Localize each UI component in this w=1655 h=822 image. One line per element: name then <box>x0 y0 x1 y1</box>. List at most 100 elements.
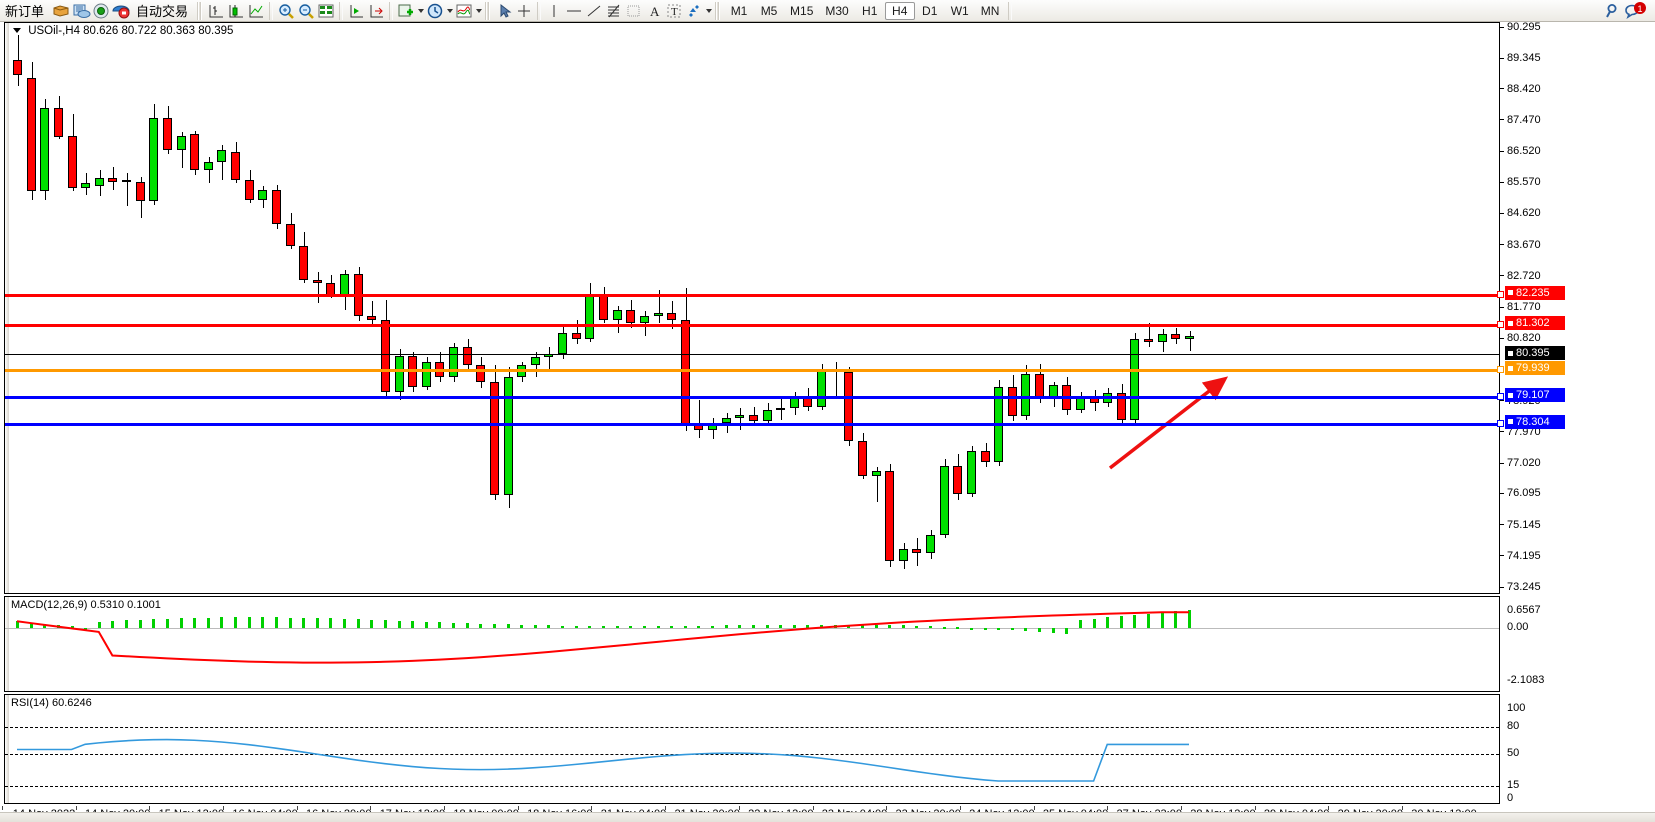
autotrading-icon[interactable] <box>111 2 131 20</box>
timeframe-m5[interactable]: M5 <box>760 3 778 18</box>
timeframe-h4[interactable]: H4 <box>884 1 915 20</box>
macd-histogram-bar <box>43 623 47 628</box>
navigator-icon[interactable] <box>91 2 111 20</box>
level-handle[interactable] <box>1497 290 1504 298</box>
macd-histogram-bar <box>1038 627 1042 632</box>
candle-body <box>530 357 540 366</box>
candle-body <box>231 152 241 180</box>
price-tag-value: 80.395 <box>1516 347 1550 360</box>
candlestick-chart-icon[interactable] <box>226 2 246 20</box>
search-icon[interactable] <box>1603 2 1623 20</box>
price-tag-resistance[interactable]: 82.235 <box>1505 285 1565 300</box>
macd-indicator-pane[interactable]: MACD(12,26,9) 0.5310 0.1001 <box>4 596 1500 692</box>
bar-chart-icon[interactable] <box>206 2 226 20</box>
zoom-out-icon[interactable] <box>296 2 316 20</box>
indicator-add-icon[interactable] <box>396 2 416 20</box>
candle-body <box>748 414 758 422</box>
macd-histogram-bar <box>438 622 442 628</box>
macd-histogram-bar <box>1174 611 1178 628</box>
timeframe-w1[interactable]: W1 <box>950 3 969 18</box>
macd-histogram-bar <box>411 621 415 628</box>
candle-wick <box>127 173 129 207</box>
shapes-dropdown-arrow[interactable] <box>704 2 713 20</box>
rsi-axis-tick: 80 <box>1507 720 1520 732</box>
timeframe-m30[interactable]: M30 <box>825 3 849 18</box>
level-handle[interactable] <box>1497 419 1504 427</box>
period-clock-icon[interactable] <box>425 2 445 20</box>
rsi-indicator-pane[interactable]: RSI(14) 60.6246 <box>4 694 1500 804</box>
macd-histogram-bar <box>479 623 483 628</box>
text-icon[interactable]: A <box>644 2 664 20</box>
line-chart-icon[interactable] <box>246 2 266 20</box>
macd-histogram-bar <box>806 624 810 628</box>
text-label-icon[interactable]: T <box>664 2 684 20</box>
candle-body <box>162 117 172 151</box>
price-axis-tick: 89.345 <box>1500 52 1541 64</box>
price-tag-support[interactable]: 78.304 <box>1505 414 1565 429</box>
fibonacci-icon[interactable] <box>604 2 624 20</box>
macd-histogram-bar <box>1024 627 1028 631</box>
price-tag-current-price[interactable]: 80.395 <box>1505 346 1565 361</box>
toolbar-grip-2[interactable] <box>485 1 491 20</box>
time-axis-tick <box>370 806 372 810</box>
macd-histogram-bar <box>847 624 851 628</box>
macd-histogram-bar <box>942 626 946 629</box>
macd-zero-line <box>5 627 1499 629</box>
rsi-level-line <box>5 754 1499 755</box>
candle-body <box>776 408 786 411</box>
folder-icon[interactable] <box>51 2 71 20</box>
data-window-icon[interactable] <box>316 2 336 20</box>
candle-body <box>667 312 677 320</box>
templates-dropdown-arrow[interactable] <box>474 2 483 20</box>
macd-histogram-bar <box>833 624 837 628</box>
macd-histogram-bar <box>193 617 197 628</box>
templates-icon[interactable] <box>454 2 474 20</box>
chart-area[interactable]: USOil-,H4 80.626 80.722 80.363 80.395 MA… <box>0 21 1655 822</box>
candle-wick <box>208 156 210 184</box>
price-tag-resistance[interactable]: 81.302 <box>1505 316 1565 331</box>
crosshair-icon[interactable] <box>514 2 534 20</box>
timeframe-mn[interactable]: MN <box>980 3 1000 18</box>
zoom-in-icon[interactable] <box>276 2 296 20</box>
shapes-icon[interactable] <box>684 2 704 20</box>
macd-histogram-bar <box>588 625 592 628</box>
macd-histogram-bar <box>792 624 796 628</box>
candle-body <box>966 450 976 494</box>
timeframe-m1[interactable]: M1 <box>730 3 748 18</box>
new-order-button[interactable]: 新订单 <box>0 1 51 21</box>
time-axis-tick <box>1402 806 1403 810</box>
price-axis[interactable]: 90.295 89.345 88.420 87.470 86.520 85.570 84.6… <box>1500 21 1655 822</box>
equidistant-channel-icon[interactable] <box>624 2 644 20</box>
shift-end-icon[interactable] <box>366 2 386 20</box>
macd-histogram-bar <box>888 625 892 628</box>
svg-text:A: A <box>650 4 660 19</box>
autotrading-button[interactable]: 自动交易 <box>131 1 195 21</box>
macd-histogram-bar <box>1106 617 1110 628</box>
candle-body <box>898 549 908 561</box>
timeframe-d1[interactable]: D1 <box>922 3 938 18</box>
toolbar-grip-3[interactable] <box>715 1 721 20</box>
chart-collapse-caret-icon[interactable] <box>13 28 21 34</box>
time-axis-tick <box>1328 806 1330 810</box>
vertical-line-icon[interactable] <box>544 2 564 20</box>
level-handle[interactable] <box>1497 366 1504 374</box>
cursor-icon[interactable] <box>494 2 514 20</box>
price-tag-level[interactable]: 79.939 <box>1505 361 1565 376</box>
terminal-icon[interactable] <box>71 2 91 20</box>
candle-body <box>26 78 36 192</box>
period-dropdown-arrow[interactable] <box>445 2 454 20</box>
level-handle[interactable] <box>1497 393 1504 401</box>
timeframe-m15[interactable]: M15 <box>790 3 814 18</box>
horizontal-line-icon[interactable] <box>564 2 584 20</box>
shift-start-icon[interactable] <box>346 2 366 20</box>
price-chart-pane[interactable]: USOil-,H4 80.626 80.722 80.363 80.395 <box>4 22 1504 594</box>
macd-histogram-bar <box>1119 616 1123 628</box>
timeframe-h1[interactable]: H1 <box>862 3 878 18</box>
toolbar-grip[interactable] <box>197 1 203 20</box>
price-tag-support[interactable]: 79.107 <box>1505 388 1565 403</box>
chat-icon[interactable]: 1 <box>1623 1 1649 20</box>
trendline-icon[interactable] <box>584 2 604 20</box>
level-handle[interactable] <box>1497 321 1504 329</box>
candle-body <box>203 161 213 171</box>
indicator-dropdown-arrow[interactable] <box>416 2 425 20</box>
